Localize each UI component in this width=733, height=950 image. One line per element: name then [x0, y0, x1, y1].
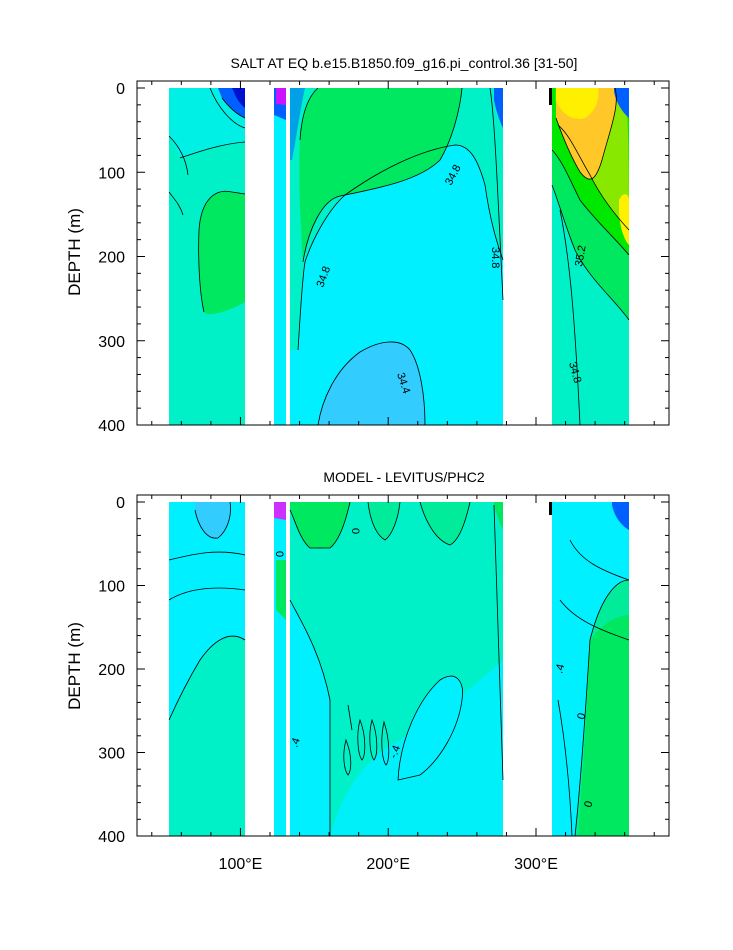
bottom-panel-title: MODEL - LEVITUS/PHC2 [323, 469, 485, 485]
bottom-pacific-cyan-west [290, 600, 330, 836]
bottom-panel: MODEL - LEVITUS/PHC2 [65, 469, 670, 873]
y-tick-label: 0 [116, 81, 125, 98]
top-atlantic-yellow [556, 88, 599, 119]
y-tick-label: 200 [98, 662, 125, 679]
y-tick-label: 200 [98, 250, 125, 267]
top-xticks [151, 81, 655, 425]
top-pacific-westfresh [290, 88, 305, 160]
bottom-contour-label: .4 [553, 663, 567, 675]
bottom-contour-label: 0 [273, 551, 285, 557]
bottom-pacific-east [494, 502, 503, 530]
top-strip [274, 88, 286, 425]
bottom-atlantic-green [575, 615, 629, 836]
top-pacific-lowsal [318, 341, 425, 425]
top-pacific-green [299, 88, 462, 262]
bottom-frame [136, 494, 670, 837]
y-tick-label: 300 [98, 334, 125, 351]
top-field: 34.8 34.8 34.8 35.2 34.8 34.4 [168, 87, 630, 426]
top-y-axis-label: DEPTH (m) [65, 208, 84, 296]
bottom-strip-green [276, 560, 286, 620]
bottom-atlantic-eastblue [612, 502, 629, 530]
x-tick-label: 300°E [514, 856, 558, 873]
bottom-indian-cyan [169, 502, 245, 720]
bottom-yticks: 0 100 200 300 400 [98, 495, 669, 846]
top-strip-magenta [276, 88, 286, 105]
bottom-pacific-green3 [420, 502, 470, 545]
bottom-strip-magenta [274, 502, 286, 520]
top-contour-label: 35.2 [573, 244, 589, 267]
bottom-xticks: 100°E 200°E 300°E [151, 495, 655, 873]
y-tick-label: 100 [98, 165, 125, 182]
top-atlantic-edge [549, 88, 552, 105]
top-indian-fresh [169, 88, 245, 158]
bottom-atlantic-edge [549, 502, 552, 515]
bottom-contour-label: .4 [289, 736, 303, 749]
bottom-contour-label: 0 [575, 712, 588, 721]
x-tick-label: 100°E [219, 856, 263, 873]
bottom-contours [168, 501, 630, 837]
bottom-indian-lightblue [195, 502, 231, 539]
bottom-y-axis-label: DEPTH (m) [65, 622, 84, 710]
y-tick-label: 0 [116, 495, 125, 512]
top-frame [136, 80, 670, 426]
top-atlantic-yellow-east [619, 194, 629, 245]
bottom-contour-label: -.4 [388, 744, 404, 760]
bottom-pacific-green1 [290, 502, 350, 548]
top-atlantic-eastblue [614, 88, 629, 118]
y-tick-label: 400 [98, 418, 125, 435]
top-contour-label: 34.8 [566, 361, 583, 385]
bottom-field: 0 0 .4 -.4 .4 0 0 [168, 501, 630, 837]
top-indian-darkblue [232, 88, 245, 108]
top-pacific-eastblue [494, 88, 503, 128]
top-contours [168, 87, 630, 426]
bottom-contour-label: 0 [349, 528, 361, 534]
top-panel-title: SALT AT EQ b.e15.B1850.f09_g16.pi_contro… [231, 55, 578, 71]
top-panel: SALT AT EQ b.e15.B1850.f09_g16.pi_contro… [65, 55, 670, 435]
bottom-pacific-cyan-deep [330, 660, 503, 836]
top-contour-label: 34.8 [489, 247, 501, 268]
y-tick-label: 400 [98, 829, 125, 846]
y-tick-label: 300 [98, 746, 125, 763]
top-indian-green-blob [198, 191, 245, 315]
x-tick-label: 200°E [366, 856, 410, 873]
y-tick-label: 100 [98, 579, 125, 596]
top-yticks: 0 100 200 300 400 [98, 81, 669, 435]
bottom-contour-label: 0 [582, 800, 595, 809]
